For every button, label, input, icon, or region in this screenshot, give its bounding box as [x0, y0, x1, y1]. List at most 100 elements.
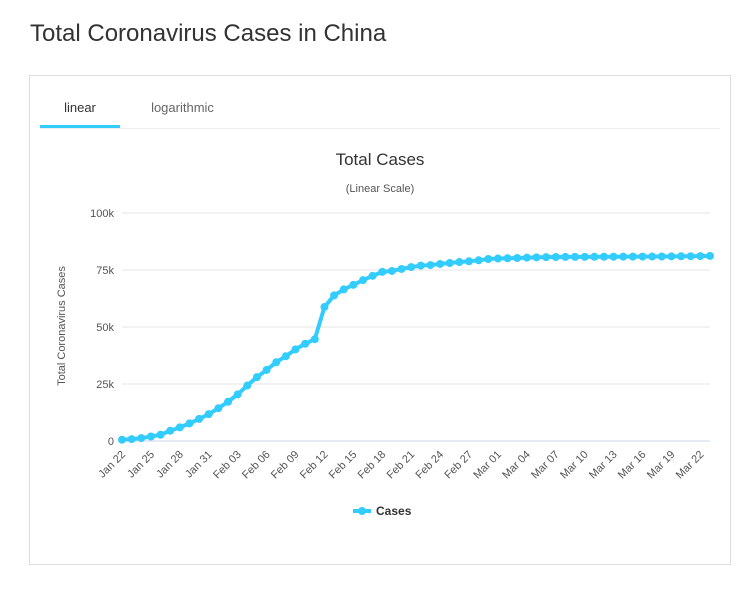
data-point[interactable]: [185, 419, 194, 428]
scale-tabs: linear logarithmic: [40, 96, 720, 129]
data-point[interactable]: [706, 251, 714, 260]
chart-subtitle: (Linear Scale): [346, 183, 414, 195]
x-tick-label: Feb 27: [442, 449, 475, 482]
data-point[interactable]: [484, 255, 493, 264]
data-point[interactable]: [580, 252, 589, 261]
data-point[interactable]: [686, 252, 695, 261]
data-point[interactable]: [619, 252, 628, 261]
data-point[interactable]: [368, 271, 377, 280]
data-point[interactable]: [339, 285, 348, 294]
data-point[interactable]: [513, 253, 522, 262]
data-point[interactable]: [349, 280, 358, 289]
x-tick-label: Mar 04: [500, 449, 533, 482]
data-point[interactable]: [301, 339, 310, 348]
data-point[interactable]: [609, 252, 618, 261]
legend-label-cases[interactable]: Cases: [376, 504, 412, 518]
legend-marker: [358, 507, 366, 515]
data-point[interactable]: [542, 253, 551, 262]
data-point[interactable]: [522, 253, 531, 262]
x-tick-label: Feb 03: [211, 449, 244, 482]
data-point[interactable]: [455, 258, 464, 267]
data-point[interactable]: [127, 435, 136, 444]
page-title: Total Coronavirus Cases in China: [30, 20, 387, 47]
data-point[interactable]: [291, 345, 300, 354]
cases-chart: Total Cases (Linear Scale) 0 25k 50k 75k 100…: [56, 150, 714, 518]
data-point[interactable]: [561, 252, 570, 261]
data-point[interactable]: [426, 261, 435, 270]
y-tick-label: 100k: [90, 208, 114, 220]
data-point[interactable]: [137, 434, 146, 443]
chart-panel: linear logarithmic Total Cases (Linear S…: [29, 75, 731, 565]
data-point[interactable]: [474, 256, 483, 265]
x-tick-label: Feb 09: [269, 449, 302, 482]
data-point[interactable]: [175, 423, 184, 432]
data-point[interactable]: [204, 410, 213, 419]
data-point[interactable]: [667, 252, 676, 261]
data-point[interactable]: [638, 252, 647, 261]
data-point[interactable]: [195, 414, 204, 423]
data-point[interactable]: [146, 432, 155, 441]
x-tick-label: Mar 19: [645, 449, 678, 482]
chart-title: Total Cases: [336, 150, 425, 169]
data-point[interactable]: [262, 365, 271, 374]
x-tick-label: Jan 31: [183, 449, 215, 481]
data-point[interactable]: [358, 276, 367, 285]
x-tick-label: Feb 21: [385, 449, 418, 482]
x-tick-label: Mar 16: [616, 449, 649, 482]
data-point[interactable]: [397, 264, 406, 273]
data-point[interactable]: [243, 381, 252, 390]
data-point[interactable]: [648, 252, 657, 261]
series-cases: [118, 251, 714, 444]
legend[interactable]: Cases: [353, 504, 412, 518]
data-point[interactable]: [445, 259, 454, 268]
x-tick-label: Feb 24: [414, 449, 447, 482]
data-point[interactable]: [628, 252, 637, 261]
data-point[interactable]: [493, 254, 502, 263]
tab-logarithmic[interactable]: logarithmic: [151, 100, 214, 115]
data-point[interactable]: [233, 390, 242, 399]
data-point[interactable]: [503, 254, 512, 263]
data-point[interactable]: [407, 263, 416, 272]
tab-linear[interactable]: linear: [40, 96, 120, 128]
data-point[interactable]: [330, 291, 339, 300]
data-point[interactable]: [387, 266, 396, 275]
x-tick-label: Feb 06: [240, 449, 273, 482]
data-point[interactable]: [590, 252, 599, 261]
x-tick-label: Mar 13: [587, 449, 620, 482]
data-point[interactable]: [281, 352, 290, 361]
data-point[interactable]: [224, 397, 233, 406]
data-point[interactable]: [214, 404, 223, 413]
y-tick-label: 0: [108, 436, 114, 448]
data-point[interactable]: [310, 335, 319, 344]
data-point[interactable]: [657, 252, 666, 261]
data-point[interactable]: [320, 303, 329, 312]
x-tick-label: Mar 01: [471, 449, 504, 482]
data-point[interactable]: [696, 252, 705, 261]
data-point[interactable]: [252, 373, 261, 382]
grid-lines: [122, 212, 710, 385]
data-point[interactable]: [166, 426, 175, 435]
y-axis-ticks: 0 25k 50k 75k 100k: [90, 208, 114, 448]
data-point[interactable]: [571, 252, 580, 261]
x-tick-label: Feb 18: [356, 449, 389, 482]
x-tick-label: Mar 07: [529, 449, 562, 482]
data-point[interactable]: [272, 358, 281, 367]
data-point[interactable]: [156, 430, 165, 439]
data-point[interactable]: [532, 253, 541, 262]
y-tick-label: 50k: [96, 322, 114, 334]
x-tick-label: Feb 12: [298, 449, 331, 482]
x-tick-label: Jan 28: [154, 449, 186, 481]
data-point[interactable]: [551, 253, 560, 262]
data-point[interactable]: [599, 252, 608, 261]
x-tick-label: Feb 15: [327, 449, 360, 482]
data-point[interactable]: [118, 435, 126, 444]
data-point[interactable]: [465, 257, 474, 266]
x-tick-label: Mar 22: [674, 449, 707, 482]
data-point[interactable]: [378, 267, 387, 276]
y-tick-label: 75k: [96, 265, 114, 277]
data-point[interactable]: [436, 259, 445, 268]
data-point[interactable]: [677, 252, 686, 261]
y-tick-label: 25k: [96, 379, 114, 391]
data-point[interactable]: [416, 261, 425, 270]
